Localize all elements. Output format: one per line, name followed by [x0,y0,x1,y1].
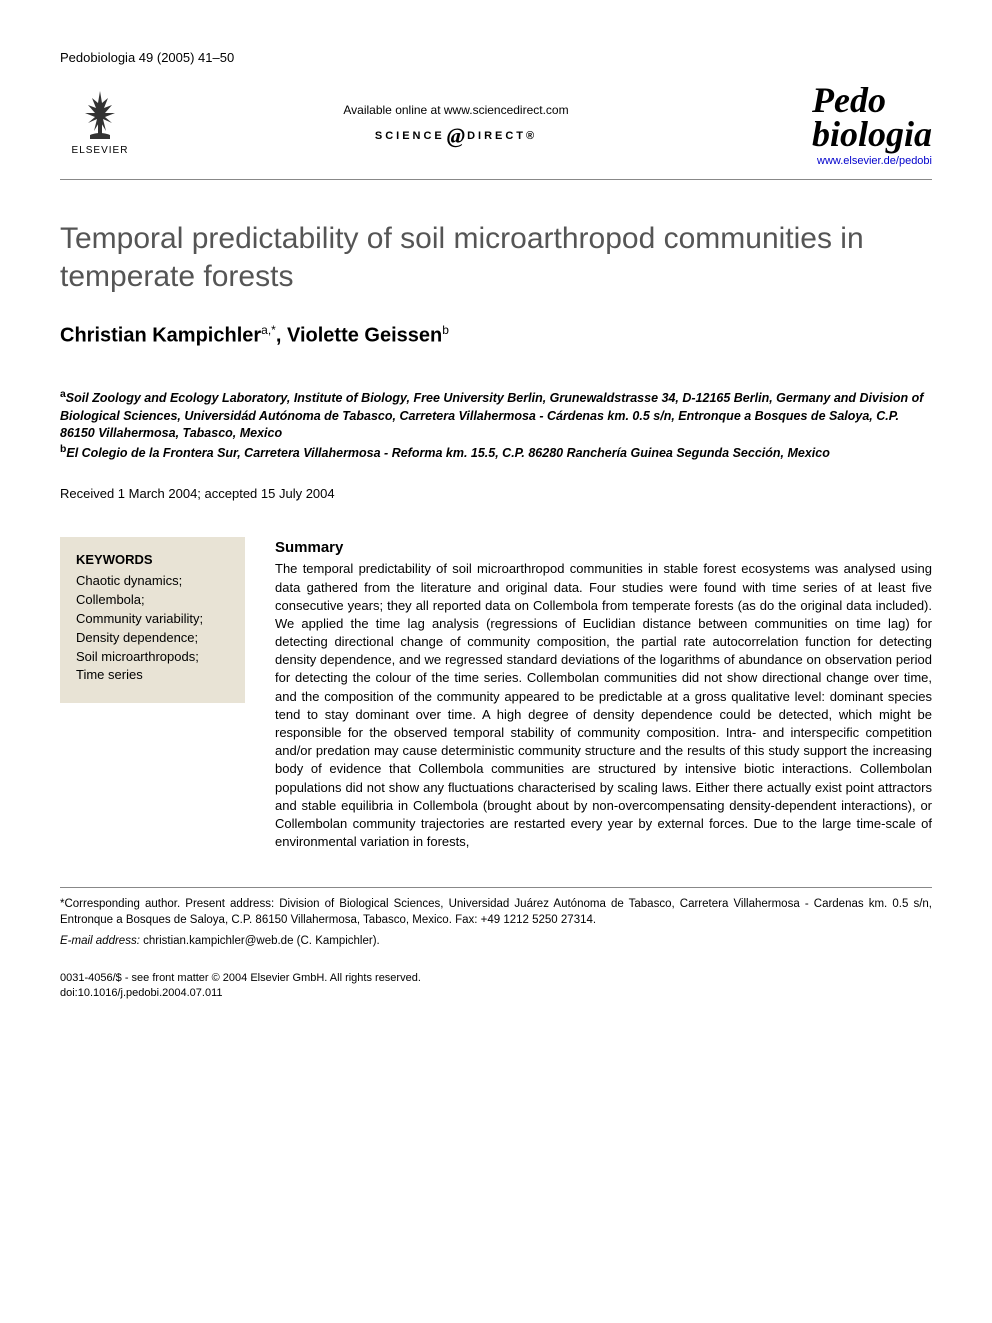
email-value[interactable]: christian.kampichler@web.de (C. Kampichl… [143,935,380,947]
affiliation-b: bEl Colegio de la Frontera Sur, Carreter… [60,443,932,463]
aff-text-b: El Colegio de la Frontera Sur, Carretera… [66,446,829,460]
summary-heading: Summary [275,537,932,558]
journal-citation: Pedobiologia 49 (2005) 41–50 [60,50,932,65]
copyright-line1: 0031-4056/$ - see front matter © 2004 El… [60,971,932,986]
copyright-block: 0031-4056/$ - see front matter © 2004 El… [60,971,932,1002]
header-row: ELSEVIER Available online at www.science… [60,83,932,167]
sd-right: DIRECT® [467,130,537,142]
email-line: E-mail address: christian.kampichler@web… [60,933,932,949]
publisher-block: ELSEVIER [60,83,140,156]
author-1: Christian Kampichler [60,325,261,347]
footnotes: *Corresponding author. Present address: … [60,887,932,948]
aff-text-a: Soil Zoology and Ecology Laboratory, Ins… [60,391,923,440]
affiliation-a: aSoil Zoology and Ecology Laboratory, In… [60,388,932,443]
header-rule [60,179,932,180]
author-2: Violette Geissen [287,325,442,347]
keywords-box: KEYWORDS Chaotic dynamics; Collembola; C… [60,537,245,703]
doi-line: doi:10.1016/j.pedobi.2004.07.011 [60,986,932,1001]
author-1-marks: a,* [261,323,276,337]
article-title: Temporal predictability of soil microart… [60,220,932,295]
science-direct-logo: SCIENCE@DIRECT® [140,123,772,149]
authors-line: Christian Kampichlera,*, Violette Geisse… [60,323,932,348]
journal-name-line2: biologia [812,114,932,154]
email-label: E-mail address: [60,935,140,947]
article-dates: Received 1 March 2004; accepted 15 July … [60,486,932,501]
body-two-col: KEYWORDS Chaotic dynamics; Collembola; C… [60,537,932,851]
sd-at-icon: @ [447,123,465,148]
elsevier-logo-icon [70,83,130,143]
sd-left: SCIENCE [375,130,445,142]
available-online-text: Available online at www.sciencedirect.co… [140,103,772,117]
publisher-label: ELSEVIER [72,145,129,156]
corresponding-author-note: *Corresponding author. Present address: … [60,896,932,928]
journal-block: Pedo biologia www.elsevier.de/pedobi [772,83,932,167]
affiliations: aSoil Zoology and Ecology Laboratory, In… [60,388,932,462]
abstract-column: Summary The temporal predictability of s… [275,537,932,851]
journal-url[interactable]: www.elsevier.de/pedobi [772,155,932,167]
journal-name: Pedo biologia [772,83,932,151]
abstract-body: The temporal predictability of soil micr… [275,560,932,851]
science-direct-block: Available online at www.sciencedirect.co… [140,83,772,149]
keywords-list: Chaotic dynamics; Collembola; Community … [76,572,229,685]
keywords-heading: KEYWORDS [76,551,229,570]
author-2-marks: b [442,323,449,337]
